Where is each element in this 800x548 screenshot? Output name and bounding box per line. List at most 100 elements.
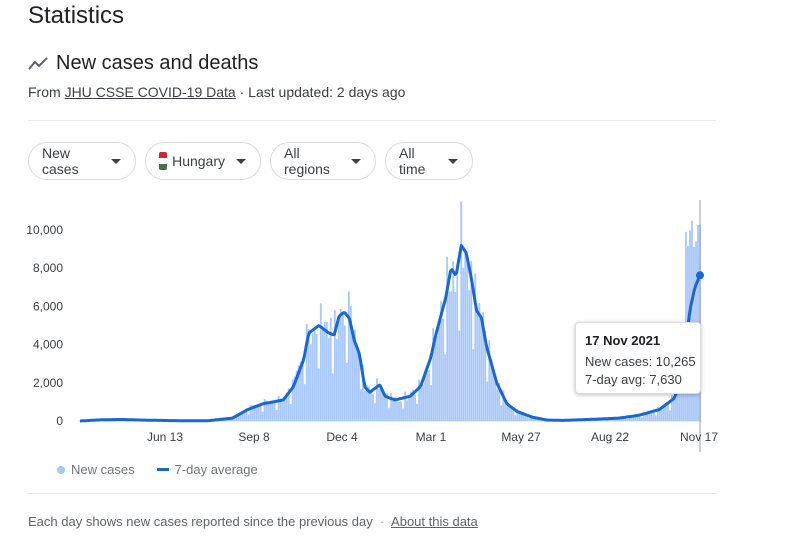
new-cases-bar bbox=[476, 310, 479, 421]
new-cases-bar bbox=[656, 407, 659, 421]
new-cases-bar bbox=[257, 405, 260, 421]
new-cases-bar bbox=[374, 403, 376, 421]
x-tick-label: Dec 4 bbox=[326, 430, 358, 444]
source-prefix: From bbox=[28, 84, 65, 100]
x-tick-label: Aug 22 bbox=[591, 430, 629, 444]
new-cases-bar bbox=[317, 368, 320, 421]
new-cases-bar bbox=[321, 329, 324, 421]
flag-stripe-green bbox=[159, 164, 168, 170]
new-cases-bar bbox=[456, 270, 459, 421]
source-link[interactable]: JHU CSSE COVID-19 Data bbox=[64, 84, 236, 100]
new-cases-bar bbox=[281, 402, 284, 421]
new-cases-bar bbox=[372, 394, 374, 421]
hover-point bbox=[696, 271, 704, 280]
new-cases-bar bbox=[666, 401, 669, 421]
new-cases-bar bbox=[345, 362, 348, 421]
new-cases-bar bbox=[301, 357, 304, 421]
new-cases-bar bbox=[327, 337, 330, 421]
new-cases-bar bbox=[263, 399, 266, 421]
new-cases-bar bbox=[351, 332, 354, 421]
new-cases-bar bbox=[370, 393, 372, 421]
time-range-dropdown[interactable]: All time bbox=[385, 142, 473, 180]
new-cases-bar bbox=[444, 354, 447, 421]
new-cases-bar bbox=[414, 394, 416, 421]
cases-chart[interactable]: 10,000 8,000 6,000 4,000 2,000 0 Jun 13 Sep 8 D… bbox=[0, 190, 730, 455]
y-tick-label: 0 bbox=[56, 414, 63, 428]
new-cases-bar bbox=[295, 370, 298, 421]
flag-stripe-red bbox=[159, 152, 168, 158]
new-cases-bar bbox=[325, 321, 328, 421]
new-cases-bar bbox=[353, 329, 356, 421]
new-cases-bar bbox=[664, 406, 667, 421]
new-cases-bar bbox=[396, 401, 398, 421]
new-cases-bar bbox=[462, 267, 465, 421]
new-cases-bar bbox=[654, 415, 657, 421]
footer-separator: · bbox=[379, 514, 385, 529]
new-cases-bar bbox=[458, 330, 461, 421]
new-cases-bar bbox=[255, 406, 258, 421]
new-cases-bar bbox=[412, 389, 414, 421]
chevron-down-icon bbox=[111, 158, 121, 164]
new-cases-bar bbox=[307, 329, 310, 421]
new-cases-bar bbox=[498, 383, 501, 421]
footer-note: Each day shows new cases reported since … bbox=[28, 514, 373, 529]
new-cases-bar bbox=[681, 367, 683, 421]
y-tick-label: 6,000 bbox=[33, 299, 63, 313]
country-dropdown[interactable]: Hungary bbox=[145, 142, 261, 180]
new-cases-bar bbox=[432, 328, 435, 421]
chevron-down-icon bbox=[236, 158, 246, 164]
metric-dropdown[interactable]: New cases bbox=[28, 142, 136, 180]
x-tick-label: Sep 8 bbox=[238, 430, 270, 444]
new-cases-bar bbox=[640, 417, 643, 421]
tooltip-date: 17 Nov 2021 bbox=[585, 333, 661, 348]
new-cases-legend-swatch bbox=[57, 465, 65, 474]
new-cases-bar bbox=[636, 414, 639, 421]
new-cases-bar bbox=[303, 384, 306, 421]
new-cases-bar bbox=[408, 395, 410, 421]
new-cases-bar bbox=[380, 383, 382, 421]
new-cases-bar bbox=[319, 303, 322, 421]
new-cases-bar bbox=[612, 419, 615, 421]
tooltip-new-cases: New cases: 10,265 bbox=[585, 354, 696, 369]
new-cases-bar bbox=[422, 384, 425, 421]
new-cases-bar bbox=[532, 417, 535, 421]
new-cases-bar bbox=[309, 344, 312, 421]
new-cases-bar bbox=[482, 311, 485, 421]
y-tick-label: 8,000 bbox=[33, 261, 63, 275]
new-cases-bar bbox=[675, 390, 677, 421]
chart-tooltip: 17 Nov 2021 New cases: 10,265 7-day avg:… bbox=[575, 322, 701, 394]
new-cases-bar bbox=[528, 418, 531, 421]
new-cases-bar bbox=[677, 387, 679, 421]
new-cases-bar bbox=[277, 395, 280, 421]
new-cases-bar bbox=[648, 412, 651, 421]
new-cases-bar bbox=[355, 343, 358, 421]
new-cases-bar bbox=[450, 291, 453, 421]
new-cases-bar bbox=[426, 366, 429, 421]
new-cases-bar bbox=[410, 391, 412, 421]
new-cases-bar bbox=[253, 407, 256, 421]
region-dropdown[interactable]: All regions bbox=[270, 142, 376, 180]
new-cases-bar bbox=[428, 369, 431, 421]
new-cases-bar bbox=[368, 386, 370, 421]
new-cases-bar bbox=[390, 392, 392, 421]
new-cases-bar bbox=[518, 411, 521, 421]
new-cases-bar bbox=[474, 273, 477, 421]
new-cases-bar bbox=[241, 412, 244, 421]
new-cases-bar bbox=[470, 261, 473, 421]
new-cases-bar bbox=[323, 321, 326, 421]
new-cases-bar bbox=[418, 379, 420, 421]
new-cases-bar bbox=[644, 413, 647, 421]
new-cases-bar bbox=[478, 303, 481, 421]
divider bbox=[28, 120, 716, 121]
new-cases-bar bbox=[492, 373, 495, 421]
new-cases-bar bbox=[464, 248, 467, 421]
new-cases-bar bbox=[480, 320, 483, 421]
new-cases-bar bbox=[416, 403, 418, 421]
new-cases-bar bbox=[440, 301, 443, 421]
new-cases-bar bbox=[490, 359, 493, 421]
new-cases-bar bbox=[364, 390, 366, 421]
new-cases-bar bbox=[386, 393, 388, 421]
new-cases-bar bbox=[526, 414, 529, 421]
about-data-link[interactable]: About this data bbox=[391, 514, 478, 529]
new-cases-bar bbox=[624, 417, 627, 421]
